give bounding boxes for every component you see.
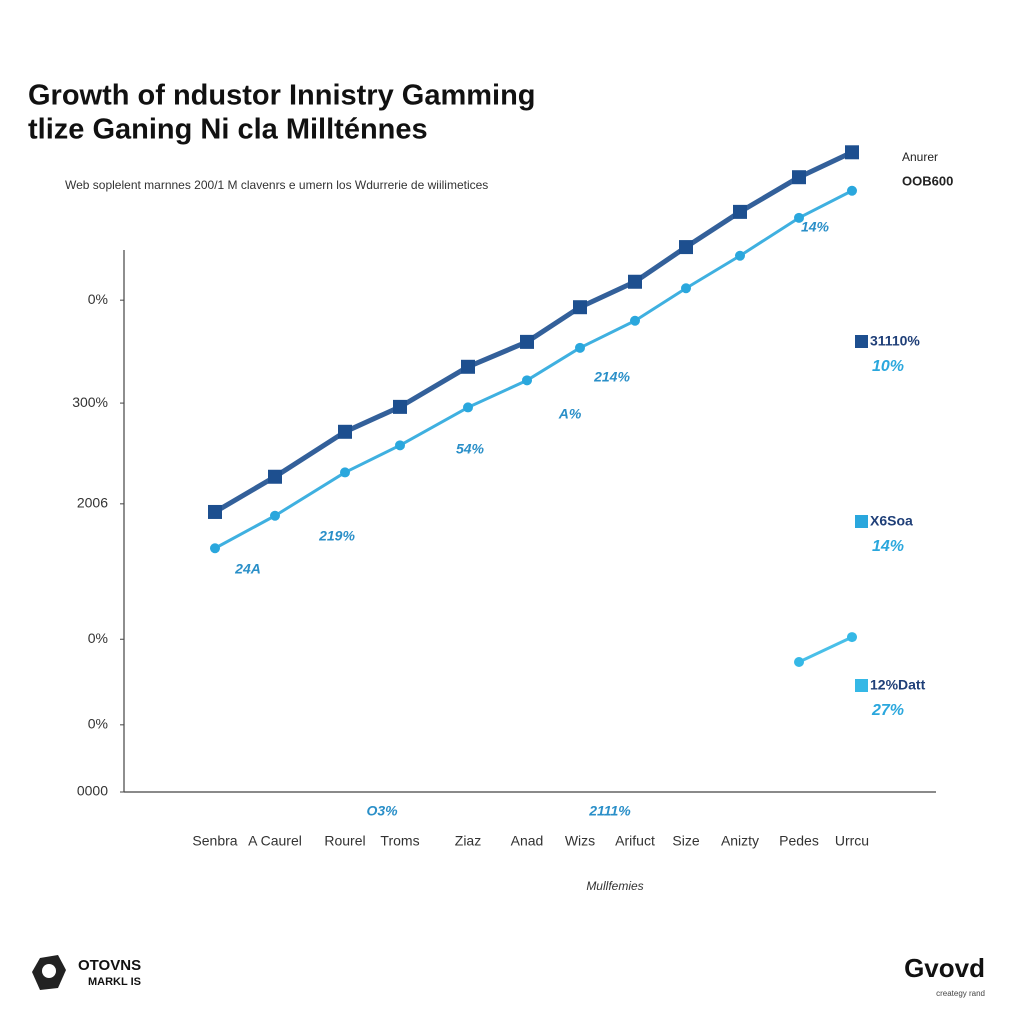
legend-note: 10% [872,358,904,375]
footer-brand: Gvovd [904,953,985,983]
annotation: O3% [366,803,398,819]
x-tick-label: Arifuct [615,833,655,849]
footer-logo-left: OTOVNS MARKL IS [32,955,141,990]
data-point [847,632,857,643]
data-point [393,399,407,414]
legend-swatch [855,335,868,348]
x-tick-label: Ziaz [455,833,481,849]
data-point [794,212,804,223]
data-point [340,467,350,478]
annotation: 24A [234,561,261,577]
data-point [792,170,806,185]
footer-text: MARKL IS [88,976,141,988]
data-point [794,657,804,667]
annotation: 14% [801,219,830,235]
data-point [463,402,473,413]
legend-label: 31110% [870,333,920,349]
annotation: 219% [318,528,355,544]
series-line [214,189,853,550]
data-point [681,283,691,294]
x-tick-label: Anad [511,833,544,849]
footer-text: OTOVNS [78,957,141,974]
y-tick-label: 300% [72,394,108,410]
x-tick-label: Wizs [565,833,595,849]
data-point [735,250,745,261]
x-tick-label: Pedes [779,833,819,849]
chart-title: tlize Ganing Ni cla Millténnes [28,114,428,146]
legend-header: ООВ600 [902,173,953,188]
y-tick-label: 0% [88,716,108,732]
x-axis-title: Mullfemies [586,879,643,893]
legend-label: 12%Datt [870,677,926,693]
legend-note: 14% [872,538,904,555]
data-point [679,240,693,255]
data-point [733,204,747,219]
data-point [208,504,222,519]
chart-title: Growth of ndustor Innistry Gamming [28,80,536,112]
x-tick-label: A Caurel [248,833,302,849]
x-tick-label: Troms [380,833,419,849]
x-tick-label: Size [672,833,699,849]
data-point [575,342,585,353]
series-line [798,635,853,664]
x-tick-label: Anizty [721,833,759,849]
legend-label: X6Soa [870,513,913,529]
legend-header: Anurer [902,150,938,164]
annotation: 2111% [588,803,631,819]
x-tick-label: Urrcu [835,833,869,849]
data-point [338,424,352,439]
annotation: 54% [456,441,485,457]
annotation: A% [558,406,582,422]
data-point [268,469,282,484]
data-point [461,359,475,374]
data-point [628,274,642,289]
data-point [847,185,857,196]
data-point [845,145,859,160]
data-point [395,440,405,451]
legend-swatch [855,679,868,692]
data-point [210,543,220,554]
legend-swatch [855,515,868,528]
y-tick-label: 0000 [77,783,108,799]
y-tick-label: 0% [88,630,108,646]
x-tick-label: Rourel [324,833,365,849]
data-point [630,315,640,326]
data-point [573,300,587,315]
data-point [522,375,532,386]
legend-note: 27% [871,702,904,719]
annotation: 214% [593,369,630,385]
footer-brand-small: creategy rand [936,989,985,998]
y-tick-label: 0% [88,291,108,307]
chart-subtitle: Web soplelent marnnes 200/1 M clavenrs e… [65,178,488,192]
data-point [270,510,280,521]
x-tick-label: Senbra [192,833,237,849]
y-tick-label: 2006 [77,495,108,511]
data-point [520,334,534,349]
series-line [213,150,854,515]
